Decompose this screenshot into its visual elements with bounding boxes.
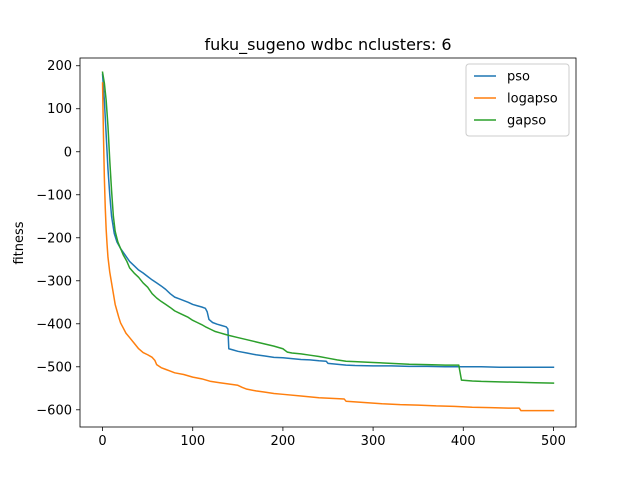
series-line-gapso xyxy=(101,71,555,384)
x-tick-label: 200 xyxy=(270,434,295,449)
chart-title: fuku_sugeno wdbc nclusters: 6 xyxy=(204,35,451,55)
y-tick-label: −500 xyxy=(36,360,72,375)
x-tick-label: 0 xyxy=(98,434,106,449)
x-tick-label: 300 xyxy=(361,434,386,449)
legend-label-logapso: logapso xyxy=(507,92,558,107)
series-layer xyxy=(101,71,555,412)
y-tick-label: −300 xyxy=(36,274,72,289)
legend-label-gapso: gapso xyxy=(507,114,546,129)
x-tick-label: 500 xyxy=(541,434,566,449)
axes-layer: 0 100 200 300 400 500 200 100 0 −100 −200 −300 −400 −… xyxy=(36,57,577,449)
legend-label-pso: pso xyxy=(507,70,530,85)
y-tick-label: −200 xyxy=(36,231,72,246)
legend: pso logapso gapso xyxy=(465,63,570,137)
y-tick-label: −100 xyxy=(36,188,72,203)
y-tick-label: 200 xyxy=(47,59,72,74)
x-tick-label: 100 xyxy=(180,434,205,449)
series-line-pso xyxy=(101,73,555,368)
y-tick-label: −600 xyxy=(36,403,72,418)
y-axis-label: fitness xyxy=(12,221,27,264)
plot-frame xyxy=(79,57,577,428)
x-tick-label: 400 xyxy=(451,434,476,449)
y-tick-label: 0 xyxy=(64,145,72,160)
series-line-logapso xyxy=(101,82,555,412)
legend-box xyxy=(465,63,570,137)
y-tick-label: −400 xyxy=(36,317,72,332)
y-tick-label: 100 xyxy=(47,102,72,117)
